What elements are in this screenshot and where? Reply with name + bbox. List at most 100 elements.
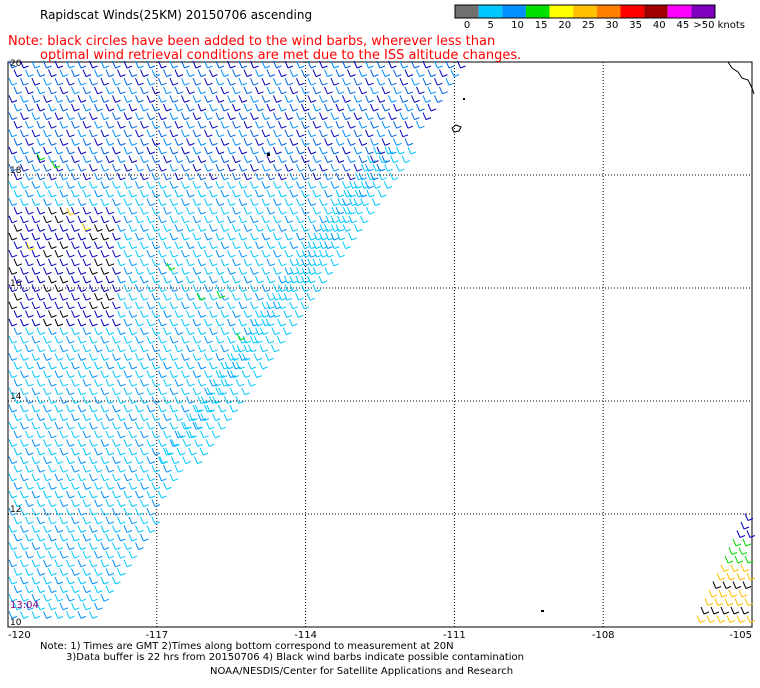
wind-barb [66,439,75,447]
wind-barb [112,473,121,482]
wind-barb [250,164,259,172]
wind-barb [255,293,264,301]
scale-tick-label: 0 [463,20,471,31]
wind-barb [31,439,41,447]
wind-barb [94,310,103,318]
wind-barb [301,275,310,284]
wind-barb [266,224,276,232]
wind-barb [284,129,294,138]
wind-barb [163,258,172,267]
wind-barb [284,95,294,103]
wind-barb [123,456,133,465]
wind-barb [361,164,370,172]
wind-barb [278,284,287,293]
wind-barb [48,413,57,422]
wind-barb [31,318,41,327]
wind-barb [100,559,110,568]
wind-barb [169,181,179,189]
longitude-label: -120 [8,630,31,641]
wind-barb [31,95,41,103]
wind-barb [388,60,397,69]
wind-barb [181,146,190,155]
wind-barb [31,198,41,207]
wind-barb [163,224,172,232]
wind-barb [324,189,333,198]
wind-barb [146,60,156,69]
wind-barb [342,78,351,86]
wind-barb [117,430,126,439]
wind-barb [105,138,115,146]
scale-swatch [667,5,692,18]
wind-barb [151,69,161,78]
wind-barb [94,138,103,146]
wind-barb [324,121,333,129]
wind-barb [66,95,75,103]
wind-barb [146,112,156,121]
wind-barb [59,499,69,508]
wind-barb [278,207,287,215]
wind-barb [59,482,69,490]
wind-barb [197,172,207,181]
wind-barb [730,564,740,572]
wind-barb [140,482,149,490]
wind-barb [13,327,23,336]
wind-barb [13,568,23,576]
wind-barb [393,103,402,112]
wind-barb [197,155,207,164]
wind-barb [266,241,276,250]
wind-barb [82,310,92,318]
wind-barb [383,181,393,189]
wind-barb [319,224,329,232]
wind-barb [82,465,92,473]
wind-barb [128,379,138,387]
wind-barb [266,155,276,164]
wind-barb [158,439,167,447]
wind-barb [174,327,184,336]
wind-barb [289,207,299,215]
wind-barb [82,568,92,576]
wind-barb [206,404,216,413]
wind-barb [31,525,41,533]
wind-barb [66,336,75,344]
wind-barb [59,189,69,198]
wind-barb [123,422,133,430]
wind-barb [66,146,75,155]
wind-barb [8,95,18,103]
wind-barb [77,250,87,258]
wind-barb [77,267,87,275]
wind-barb [324,103,333,112]
wind-barb [220,121,230,129]
wind-barb [278,293,287,301]
wind-barb [169,215,179,224]
wind-barb [77,611,87,619]
wind-barb [238,78,248,86]
wind-barb [117,516,126,525]
wind-barb [48,69,57,78]
wind-barb [289,121,299,129]
wind-barb [123,318,133,327]
wind-barb [146,336,156,344]
wind-barb [284,198,294,207]
wind-barb [404,86,414,95]
wind-barb [151,413,161,422]
wind-barb [312,172,322,181]
wind-barb [169,146,179,155]
wind-barb [140,430,149,439]
wind-barb [105,189,115,198]
wind-barb [186,379,195,387]
wind-barb [353,146,363,155]
wind-barb [77,576,87,585]
wind-barb [212,396,222,404]
wind-barb [181,353,190,361]
wind-barb [238,250,248,258]
wind-barb [266,189,276,198]
wind-barb [273,232,282,241]
wind-barb [48,396,57,404]
wind-barb [411,78,420,86]
wind-barb [235,396,245,404]
map-frame [7,61,753,628]
wind-barb [255,172,264,181]
wind-barb [250,112,259,121]
wind-barb [255,155,264,164]
wind-barb [13,293,23,301]
